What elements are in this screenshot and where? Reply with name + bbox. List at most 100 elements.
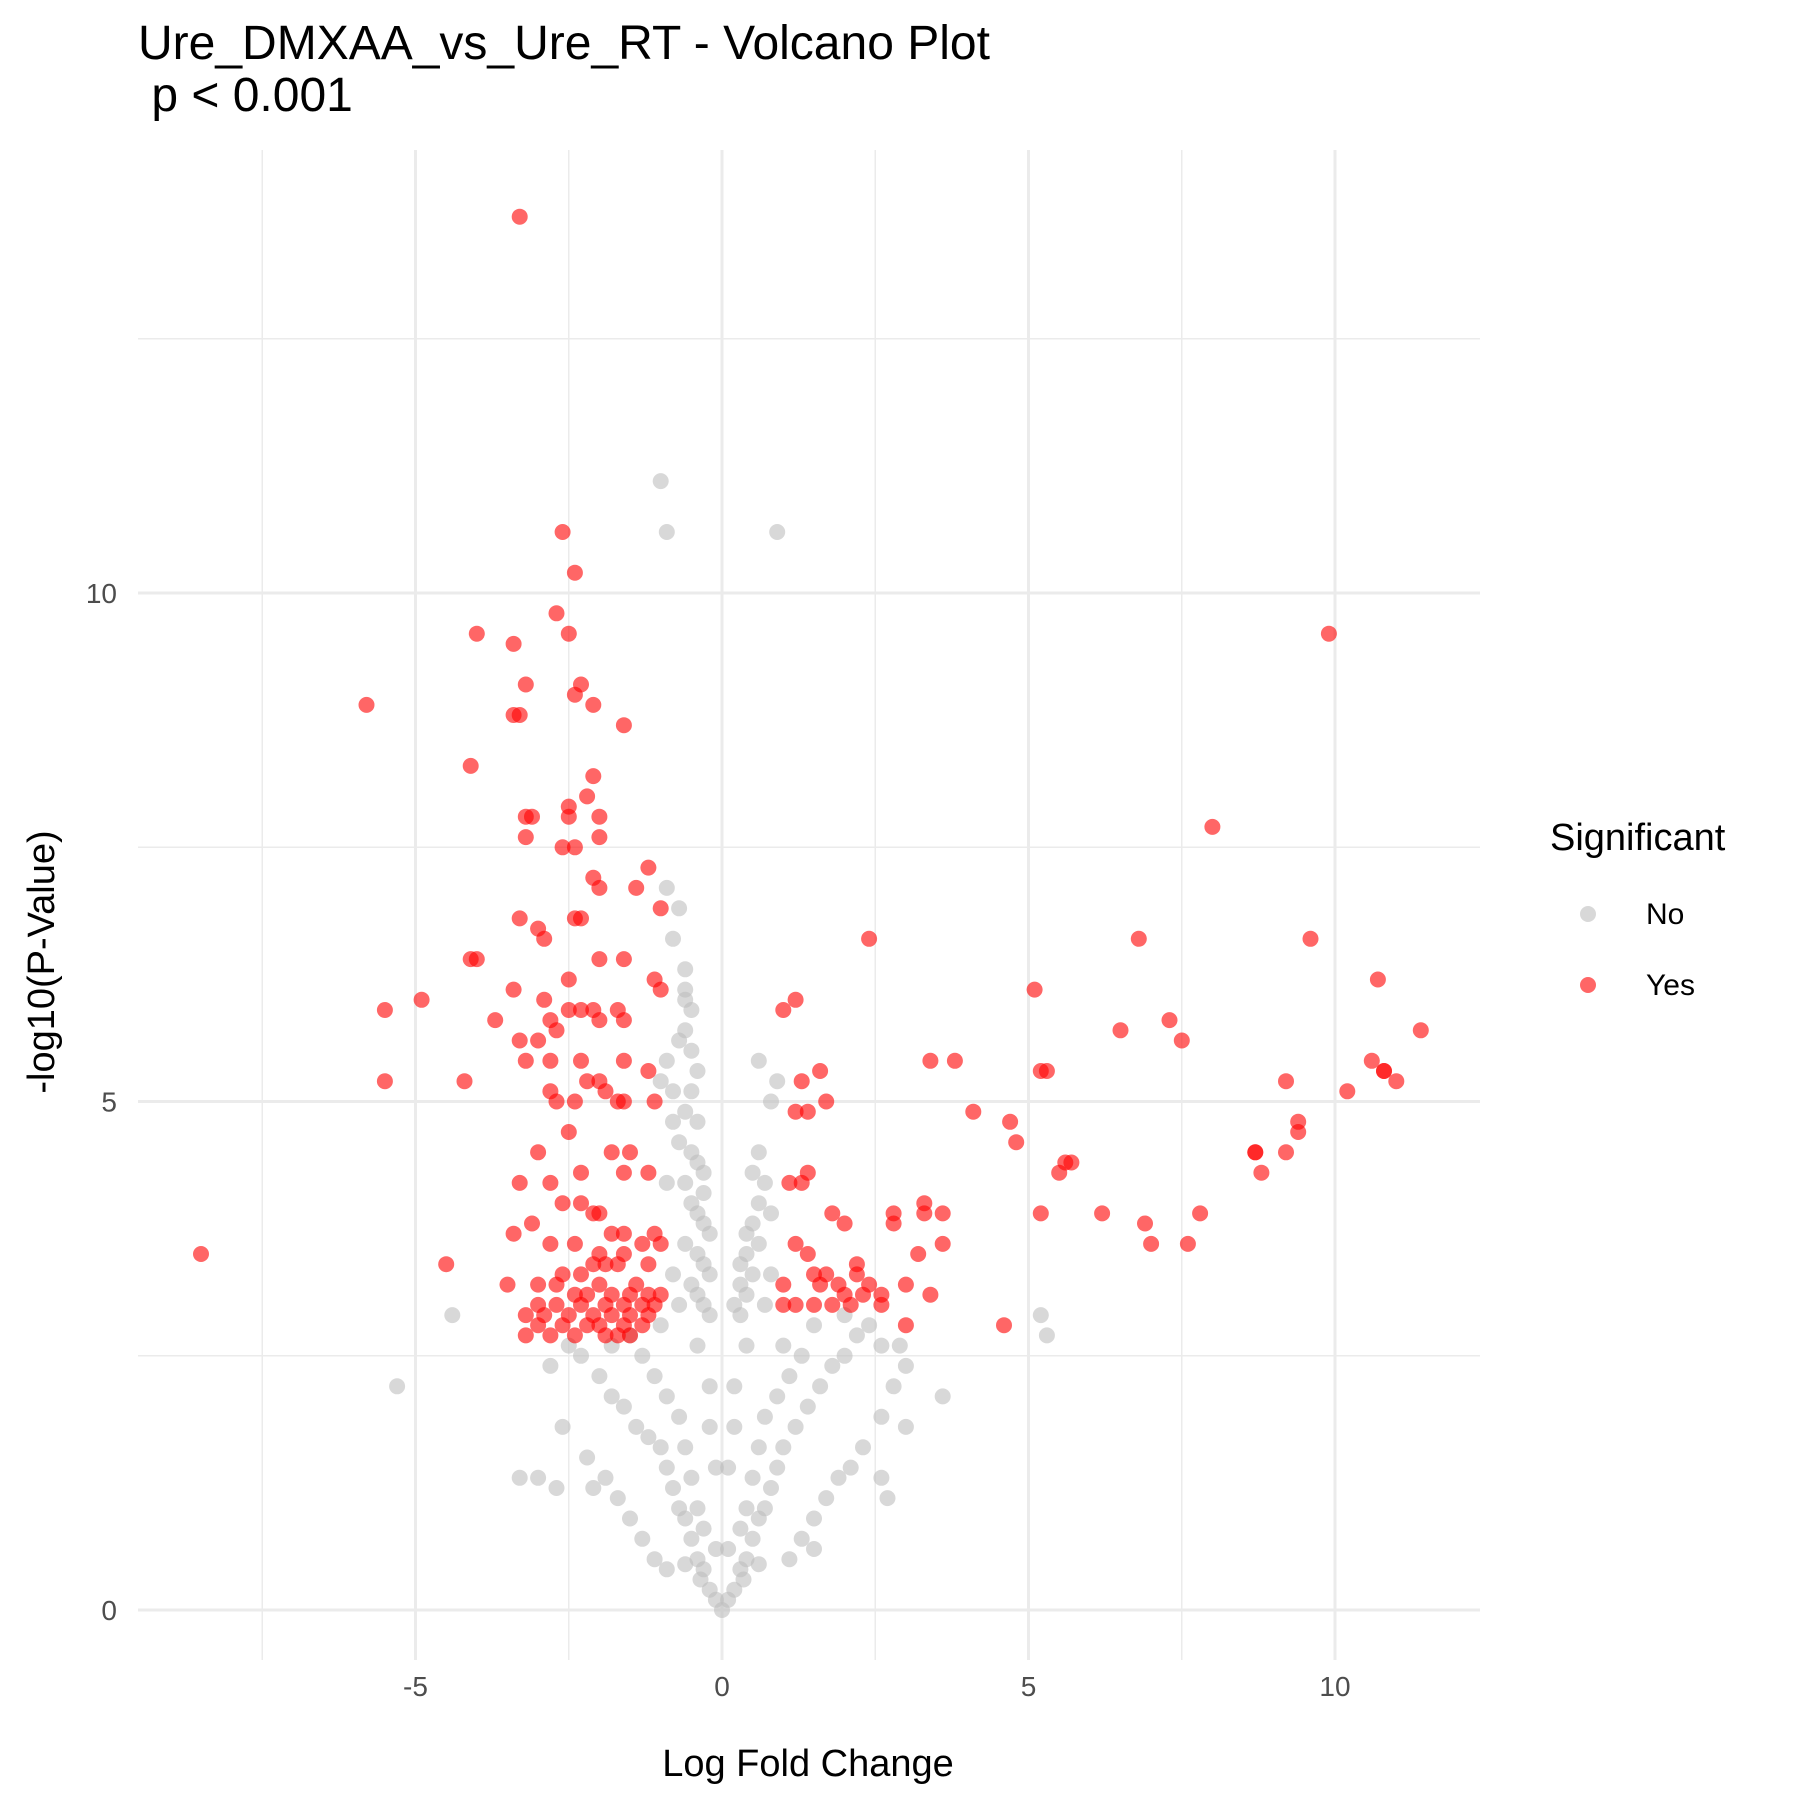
point-significant [812, 1063, 829, 1079]
point-significant [609, 1256, 626, 1273]
point-significant [793, 1073, 810, 1090]
point-not-significant [769, 524, 786, 540]
point-significant [922, 1052, 939, 1069]
point-significant [652, 900, 669, 917]
point-significant [622, 1144, 638, 1161]
point-not-significant [689, 1113, 706, 1130]
point-significant [1112, 1022, 1129, 1039]
chart-title: Ure_DMXAA_vs_Ure_RT - Volcano Plot [138, 17, 990, 70]
point-significant [634, 1235, 651, 1252]
point-significant [1137, 1215, 1153, 1232]
point-significant [511, 1032, 528, 1049]
point-significant [554, 1195, 571, 1212]
point-significant [787, 1235, 804, 1252]
x-axis-title: Log Fold Change [662, 1743, 954, 1785]
point-not-significant [750, 1235, 767, 1252]
point-significant [775, 1296, 792, 1313]
point-significant [438, 1256, 455, 1273]
point-significant [597, 1256, 614, 1273]
point-significant [511, 910, 528, 927]
point-significant [566, 839, 583, 856]
point-not-significant [873, 1469, 890, 1486]
point-significant [1363, 1052, 1380, 1069]
point-not-significant [750, 1439, 767, 1456]
point-significant [560, 625, 577, 642]
x-tick-label: 5 [1021, 1671, 1037, 1702]
point-not-significant [738, 1337, 755, 1354]
point-significant [628, 1276, 645, 1293]
x-tick-label: 0 [714, 1671, 730, 1702]
point-not-significant [683, 1469, 700, 1486]
point-significant [548, 1296, 565, 1313]
point-not-significant [591, 1368, 608, 1385]
point-not-significant [665, 1266, 681, 1283]
point-not-significant [542, 1357, 559, 1374]
point-not-significant [744, 1530, 761, 1547]
point-significant [566, 1093, 583, 1110]
legend: Significant No Yes [1550, 817, 1726, 1002]
point-significant [824, 1205, 841, 1222]
point-significant [1038, 1063, 1055, 1079]
point-significant [530, 1276, 547, 1293]
point-not-significant [671, 1032, 688, 1049]
point-not-significant [1032, 1307, 1049, 1324]
point-significant [922, 1286, 939, 1303]
point-not-significant [548, 1480, 565, 1496]
point-significant [530, 1032, 547, 1049]
point-not-significant [897, 1418, 914, 1435]
point-significant [793, 1174, 810, 1191]
point-not-significant [597, 1469, 614, 1486]
point-significant [640, 1063, 657, 1079]
point-significant [358, 696, 375, 713]
point-not-significant [646, 1551, 663, 1568]
point-not-significant [677, 1174, 694, 1191]
point-significant [591, 1205, 608, 1222]
point-not-significant [738, 1551, 755, 1568]
point-not-significant [652, 473, 669, 490]
points-significant [193, 208, 1429, 1344]
point-significant [1026, 981, 1043, 998]
point-significant [468, 625, 485, 642]
point-not-significant [389, 1378, 406, 1395]
point-significant [517, 1307, 534, 1324]
point-not-significant [756, 1174, 773, 1191]
point-significant [554, 1317, 571, 1334]
point-not-significant [692, 1571, 709, 1588]
y-tick-label: 10 [86, 578, 117, 609]
point-significant [1130, 930, 1147, 947]
point-not-significant [756, 1408, 773, 1425]
point-not-significant [830, 1469, 847, 1486]
point-not-significant [665, 930, 681, 947]
point-significant [1320, 625, 1337, 642]
point-not-significant [769, 1073, 786, 1090]
point-not-significant [658, 1388, 675, 1405]
grid-minor [138, 150, 1480, 1660]
point-not-significant [665, 1113, 681, 1130]
point-significant [806, 1296, 822, 1313]
point-not-significant [652, 1317, 669, 1334]
point-not-significant [744, 1164, 761, 1181]
point-not-significant [756, 1296, 773, 1313]
point-significant [1369, 971, 1386, 988]
point-significant [603, 1144, 620, 1161]
point-not-significant [554, 1418, 571, 1435]
point-significant [934, 1205, 951, 1222]
point-significant [646, 1093, 663, 1110]
point-significant [548, 605, 565, 622]
point-significant [591, 879, 608, 896]
point-significant [1376, 1063, 1392, 1079]
point-significant [548, 1093, 565, 1110]
point-significant [996, 1317, 1012, 1334]
point-significant [609, 1093, 626, 1110]
point-not-significant [683, 1042, 700, 1059]
point-significant [824, 1296, 841, 1313]
point-significant [591, 829, 608, 846]
point-significant [499, 1276, 516, 1293]
point-significant [487, 1012, 504, 1029]
point-significant [511, 208, 528, 225]
point-not-significant [579, 1449, 596, 1466]
point-not-significant [897, 1357, 914, 1374]
point-not-significant [671, 1296, 688, 1313]
point-not-significant [695, 1164, 712, 1181]
point-significant [615, 1052, 632, 1069]
